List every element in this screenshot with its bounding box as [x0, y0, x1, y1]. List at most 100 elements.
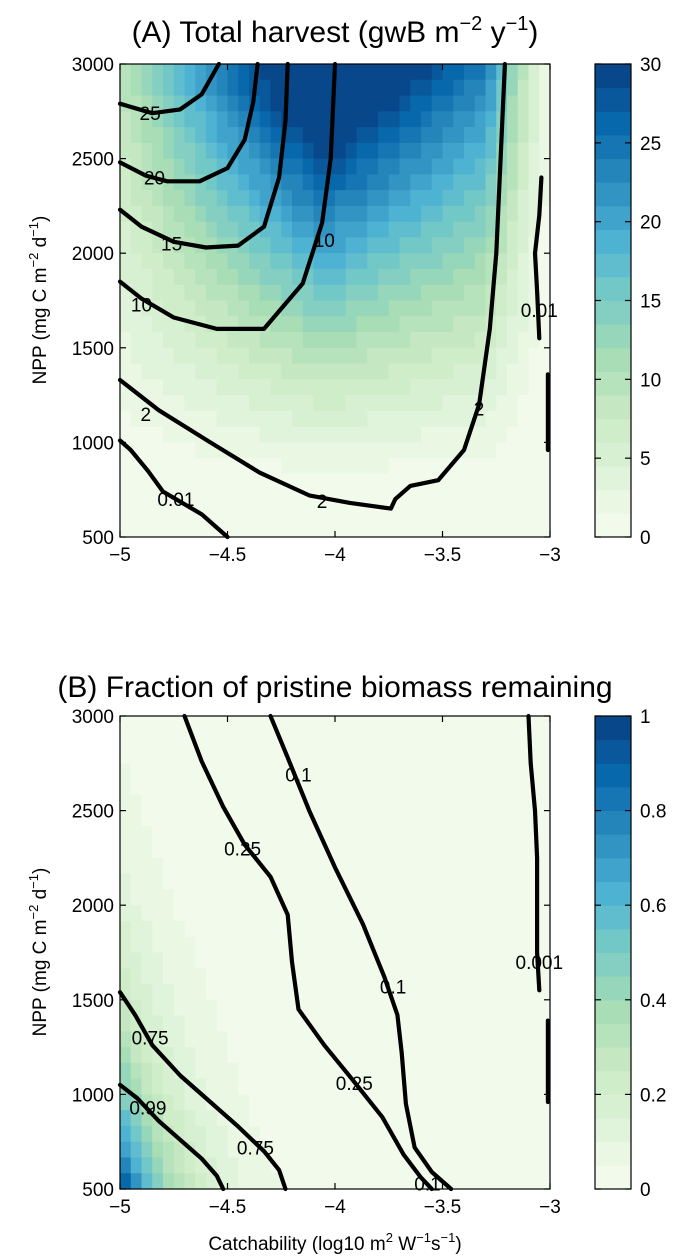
- heatmap-cell: [281, 1125, 293, 1143]
- heatmap-cell: [345, 347, 358, 365]
- heatmap-cell: [184, 999, 196, 1017]
- heatmap-cell: [410, 952, 422, 969]
- heatmap-cell: [453, 142, 465, 160]
- heatmap-cell: [496, 1031, 508, 1048]
- heatmap-cell: [302, 190, 315, 207]
- heatmap-cell: [120, 779, 132, 796]
- heatmap-cell: [485, 1173, 497, 1190]
- heatmap-cell: [367, 458, 379, 475]
- heatmap-cell: [539, 316, 551, 333]
- heatmap-cell: [152, 1125, 164, 1143]
- heatmap-cell: [302, 237, 315, 254]
- heatmap-cell: [206, 952, 218, 969]
- heatmap-cell: [431, 810, 444, 827]
- heatmap-cell: [410, 1047, 422, 1064]
- heatmap-cell: [292, 857, 304, 875]
- heatmap-cell: [464, 936, 476, 954]
- heatmap-cell: [517, 905, 530, 922]
- heatmap-cell: [367, 842, 379, 859]
- heatmap-cell: [464, 1141, 476, 1159]
- heatmap-cell: [474, 221, 487, 239]
- heatmap-cell: [453, 1173, 465, 1190]
- heatmap-cell: [378, 473, 390, 491]
- heatmap-cell: [421, 952, 433, 969]
- heatmap-cell: [141, 458, 153, 475]
- heatmap-cell: [507, 716, 519, 733]
- heatmap-cell: [141, 127, 153, 144]
- heatmap-cell: [152, 905, 164, 922]
- heatmap-cell: [517, 395, 530, 412]
- x-tick-label: −3: [539, 1197, 561, 1218]
- heatmap-cell: [335, 64, 347, 81]
- heatmap-cell: [421, 857, 433, 875]
- heatmap-cell: [410, 332, 422, 349]
- heatmap-cell: [378, 190, 390, 207]
- heatmap-cell: [335, 999, 347, 1017]
- heatmap-cell: [281, 857, 293, 875]
- heatmap-cell: [517, 779, 530, 796]
- heatmap-cell: [313, 64, 325, 81]
- heatmap-cell: [238, 505, 250, 522]
- heatmap-cell: [216, 810, 229, 827]
- heatmap-cell: [141, 1141, 153, 1159]
- heatmap-cell: [367, 1047, 379, 1064]
- heatmap-cell: [431, 158, 444, 175]
- heatmap-cell: [356, 968, 368, 985]
- heatmap-cell: [399, 426, 411, 443]
- heatmap-cell: [163, 363, 175, 380]
- heatmap-cell: [173, 111, 186, 128]
- heatmap-cell: [238, 842, 250, 859]
- heatmap-cell: [238, 1110, 250, 1127]
- heatmap-cell: [485, 1047, 497, 1064]
- heatmap-cell: [227, 379, 239, 396]
- heatmap-cell: [464, 363, 476, 380]
- heatmap-cell: [517, 142, 530, 160]
- heatmap-cell: [302, 779, 315, 796]
- heatmap-cell: [292, 1173, 304, 1190]
- heatmap-cell: [528, 410, 540, 428]
- heatmap-cell: [335, 379, 347, 396]
- heatmap-cell: [528, 64, 540, 81]
- heatmap-cell: [539, 64, 551, 81]
- heatmap-cell: [539, 1157, 551, 1174]
- heatmap-cell: [120, 64, 132, 81]
- heatmap-cell: [464, 79, 476, 97]
- heatmap-cell: [152, 521, 164, 538]
- heatmap-cell: [120, 794, 132, 812]
- heatmap-cell: [421, 1110, 433, 1127]
- heatmap-cell: [249, 1141, 261, 1159]
- heatmap-cell: [130, 268, 143, 286]
- heatmap-cell: [378, 379, 390, 396]
- heatmap-cell: [130, 253, 143, 270]
- heatmap-cell: [152, 363, 164, 380]
- x-tick-label: −4.5: [209, 545, 247, 566]
- heatmap-cell: [249, 731, 261, 749]
- heatmap-cell: [238, 205, 250, 223]
- heatmap-cell: [302, 1047, 315, 1064]
- heatmap-cell: [453, 794, 465, 812]
- heatmap-cell: [517, 984, 530, 1001]
- heatmap-cell: [539, 952, 551, 969]
- heatmap-cell: [378, 268, 390, 286]
- heatmap-cell: [496, 442, 508, 459]
- heatmap-cell: [195, 1062, 207, 1080]
- heatmap-cell: [302, 1110, 315, 1127]
- heatmap-cell: [378, 984, 390, 1001]
- heatmap-cell: [528, 347, 540, 365]
- heatmap-cell: [216, 174, 229, 191]
- heatmap-cell: [378, 237, 390, 254]
- heatmap-cell: [238, 142, 250, 160]
- heatmap-cell: [249, 810, 261, 827]
- heatmap-cell: [421, 127, 433, 144]
- heatmap-cell: [141, 952, 153, 969]
- heatmap-cell: [517, 426, 530, 443]
- heatmap-cell: [281, 284, 293, 302]
- heatmap-cell: [378, 426, 390, 443]
- heatmap-cell: [410, 857, 422, 875]
- heatmap-cell: [152, 253, 164, 270]
- heatmap-cell: [292, 873, 304, 891]
- heatmap-cell: [130, 410, 143, 428]
- heatmap-cell: [474, 873, 487, 891]
- heatmap-cell: [528, 142, 540, 160]
- heatmap-cell: [528, 489, 540, 507]
